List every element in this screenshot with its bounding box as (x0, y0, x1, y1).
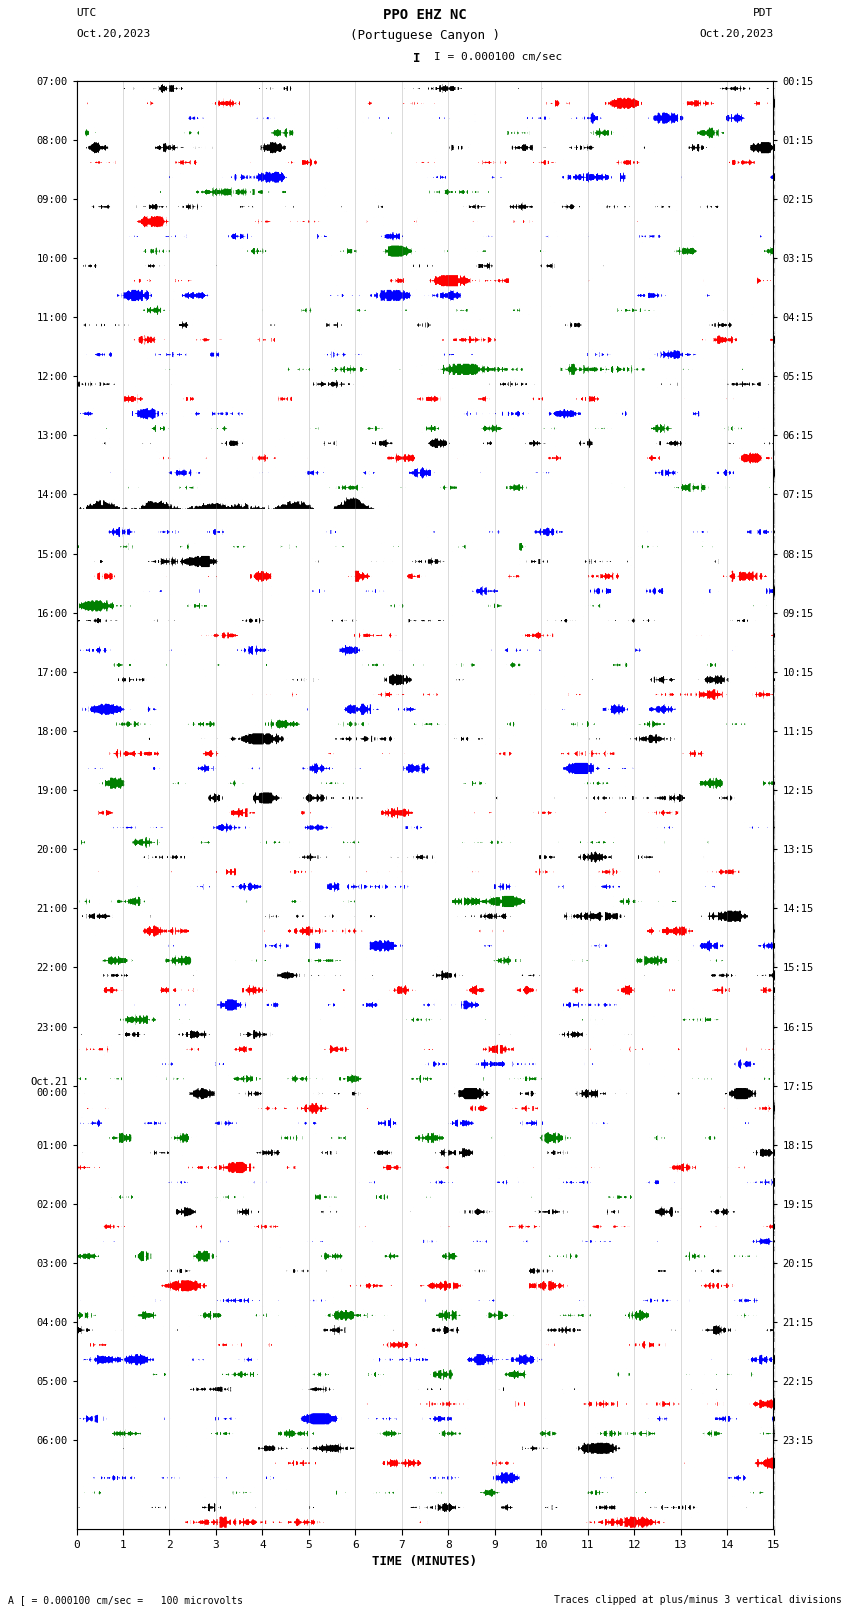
Text: (Portuguese Canyon ): (Portuguese Canyon ) (350, 29, 500, 42)
Text: I = 0.000100 cm/sec: I = 0.000100 cm/sec (434, 52, 562, 61)
Text: A [ = 0.000100 cm/sec =   100 microvolts: A [ = 0.000100 cm/sec = 100 microvolts (8, 1595, 243, 1605)
Text: I: I (413, 52, 420, 65)
Text: Traces clipped at plus/minus 3 vertical divisions: Traces clipped at plus/minus 3 vertical … (553, 1595, 842, 1605)
Text: Oct.20,2023: Oct.20,2023 (76, 29, 150, 39)
Text: PPO EHZ NC: PPO EHZ NC (383, 8, 467, 23)
Text: UTC: UTC (76, 8, 97, 18)
Text: PDT: PDT (753, 8, 774, 18)
X-axis label: TIME (MINUTES): TIME (MINUTES) (372, 1555, 478, 1568)
Text: Oct.20,2023: Oct.20,2023 (700, 29, 774, 39)
